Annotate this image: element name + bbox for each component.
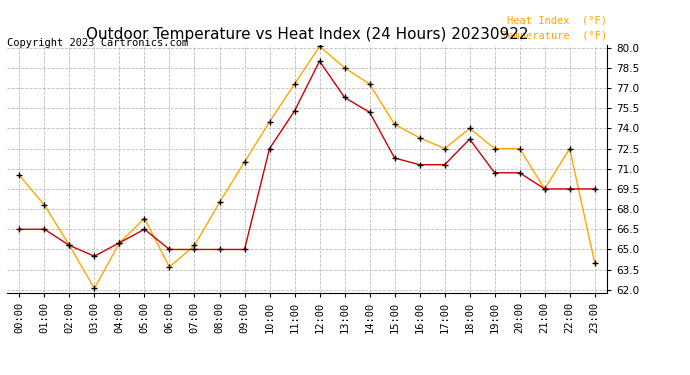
Title: Outdoor Temperature vs Heat Index (24 Hours) 20230922: Outdoor Temperature vs Heat Index (24 Ho… (86, 27, 529, 42)
Text: Heat Index  (°F): Heat Index (°F) (507, 15, 607, 25)
Text: Copyright 2023 Cartronics.com: Copyright 2023 Cartronics.com (7, 38, 188, 48)
Text: Temperature  (°F): Temperature (°F) (501, 31, 607, 41)
